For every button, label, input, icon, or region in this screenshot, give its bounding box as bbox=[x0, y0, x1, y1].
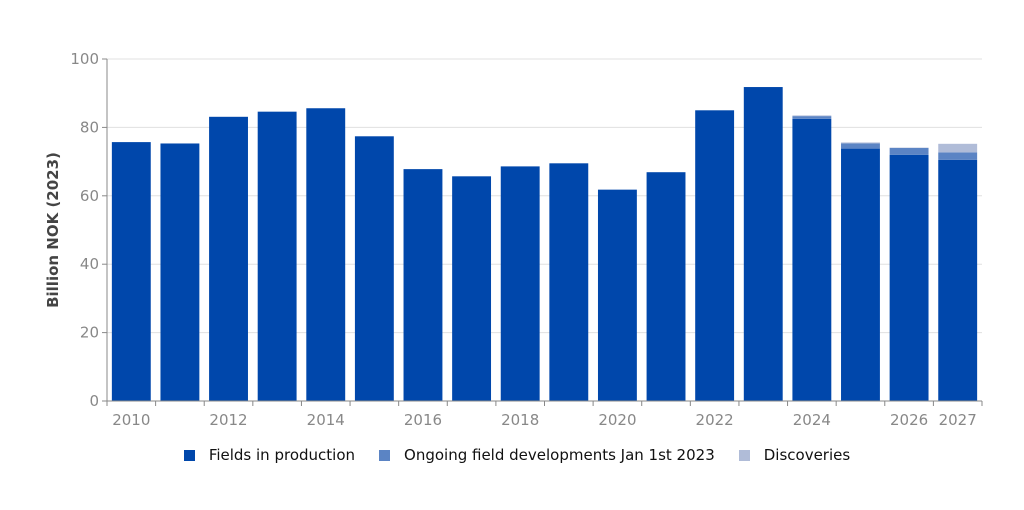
bar-2024-series-0 bbox=[792, 118, 832, 401]
x-tick-labels: 2010 2012 2014 2016 2018 2020 2022 2024 2026 2027 bbox=[106, 401, 983, 429]
bar-2022-series-0 bbox=[695, 110, 735, 402]
bar-2027-series-2 bbox=[938, 143, 978, 153]
bar-2018-series-0 bbox=[500, 166, 540, 401]
bar-2016-series-0 bbox=[403, 169, 443, 401]
x-tick-label: 2026 bbox=[890, 411, 928, 429]
chart: 0 20 40 60 80 100 2010 2012 2014 2016 2018 2020 202… bbox=[44, 50, 983, 429]
bar-2024-series-2 bbox=[792, 115, 832, 117]
bar-2027-series-1 bbox=[938, 152, 978, 160]
bar-2014-series-0 bbox=[306, 108, 346, 402]
bar-2026-series-0 bbox=[889, 154, 929, 401]
bar-2020-series-0 bbox=[597, 189, 637, 401]
bar-2021-series-0 bbox=[646, 172, 686, 401]
bar-2025-series-1 bbox=[841, 143, 880, 149]
legend-item[interactable]: Fields in production bbox=[183, 446, 356, 464]
legend-item[interactable]: Discoveries bbox=[738, 446, 851, 464]
x-tick-label: 2020 bbox=[598, 411, 636, 429]
y-tick-label: 0 bbox=[89, 392, 99, 410]
bar-2025-series-2 bbox=[841, 142, 880, 144]
bar-2015-series-0 bbox=[354, 136, 394, 402]
legend-item[interactable]: Ongoing field developments Jan 1st 2023 bbox=[379, 446, 715, 464]
bar-2013-series-0 bbox=[257, 111, 297, 401]
bar-2010-series-0 bbox=[111, 142, 151, 401]
x-tick-label: 2024 bbox=[793, 411, 831, 429]
bar-2027-series-0 bbox=[938, 159, 978, 401]
legend-label: Discoveries bbox=[763, 446, 851, 464]
legend-swatch bbox=[183, 449, 195, 461]
y-tick-label: 40 bbox=[80, 255, 99, 273]
legend-label: Ongoing field developments Jan 1st 2023 bbox=[404, 446, 715, 464]
y-axis-title: Billion NOK (2023) bbox=[44, 152, 62, 308]
x-tick-label: 2018 bbox=[501, 411, 539, 429]
x-tick-label: 2022 bbox=[696, 411, 734, 429]
bar-2025-series-0 bbox=[841, 148, 880, 401]
bar-2019-series-0 bbox=[549, 163, 589, 401]
x-tick-label: 2016 bbox=[404, 411, 442, 429]
bar-2023-series-0 bbox=[743, 87, 783, 401]
x-tick-label: 2027 bbox=[939, 411, 977, 429]
y-tick-labels: 0 20 40 60 80 100 bbox=[70, 50, 107, 410]
bar-2026-series-1 bbox=[889, 147, 929, 155]
y-tick-label: 20 bbox=[80, 324, 99, 342]
x-tick-label: 2010 bbox=[112, 411, 150, 429]
bar-2011-series-0 bbox=[160, 143, 200, 401]
gridlines bbox=[107, 58, 982, 334]
bars bbox=[111, 87, 978, 402]
legend-swatch bbox=[379, 449, 391, 461]
x-tick-label: 2014 bbox=[307, 411, 345, 429]
y-tick-label: 60 bbox=[80, 187, 99, 205]
x-tick-label: 2012 bbox=[209, 411, 247, 429]
bar-2024-series-1 bbox=[792, 116, 832, 119]
bar-2012-series-0 bbox=[209, 116, 248, 401]
bar-2017-series-0 bbox=[452, 176, 492, 401]
legend-label: Fields in production bbox=[208, 446, 356, 464]
legend-swatch bbox=[738, 449, 750, 461]
legend: Fields in production Ongoing field develo… bbox=[0, 446, 1024, 464]
y-tick-label: 100 bbox=[70, 50, 99, 68]
y-tick-label: 80 bbox=[80, 118, 99, 136]
